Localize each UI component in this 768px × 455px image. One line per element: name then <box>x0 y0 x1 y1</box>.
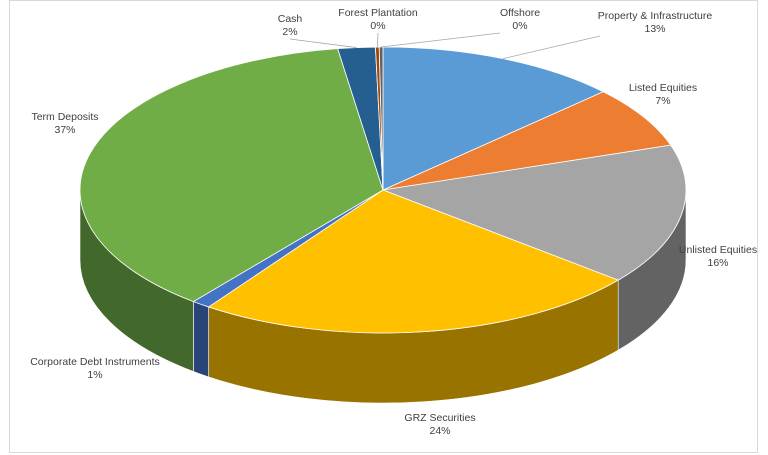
data-label-name: Cash <box>278 13 303 25</box>
leader-line <box>381 32 501 48</box>
leader-line <box>289 38 357 48</box>
data-label-name: Corporate Debt Instruments <box>30 356 160 368</box>
data-label-value: 2% <box>282 26 297 38</box>
slice <box>79 48 384 303</box>
data-label-value: 1% <box>87 369 102 381</box>
data-label-value: 24% <box>429 425 450 437</box>
data-label-value: 0% <box>370 20 385 32</box>
data-label-name: Listed Equities <box>629 82 697 94</box>
data-label-value: 7% <box>655 95 670 107</box>
data-label-name: Offshore <box>500 7 540 19</box>
slice <box>382 46 605 191</box>
slice <box>207 189 620 334</box>
data-label-name: Forest Plantation <box>338 7 418 19</box>
data-label-name: Unlisted Equities <box>679 244 757 256</box>
data-label-name: GRZ Securities <box>404 412 475 424</box>
data-label-value: 37% <box>54 124 75 136</box>
data-label-name: Term Deposits <box>31 111 98 123</box>
leader-line <box>502 35 601 60</box>
leader-line <box>376 32 379 48</box>
slice-side <box>193 301 209 378</box>
data-label-name: Property & Infrastructure <box>598 10 713 22</box>
data-label-value: 16% <box>707 257 728 269</box>
slice <box>382 91 672 191</box>
data-label-value: 0% <box>512 20 527 32</box>
slice <box>381 144 687 281</box>
data-label-value: 13% <box>644 23 665 35</box>
